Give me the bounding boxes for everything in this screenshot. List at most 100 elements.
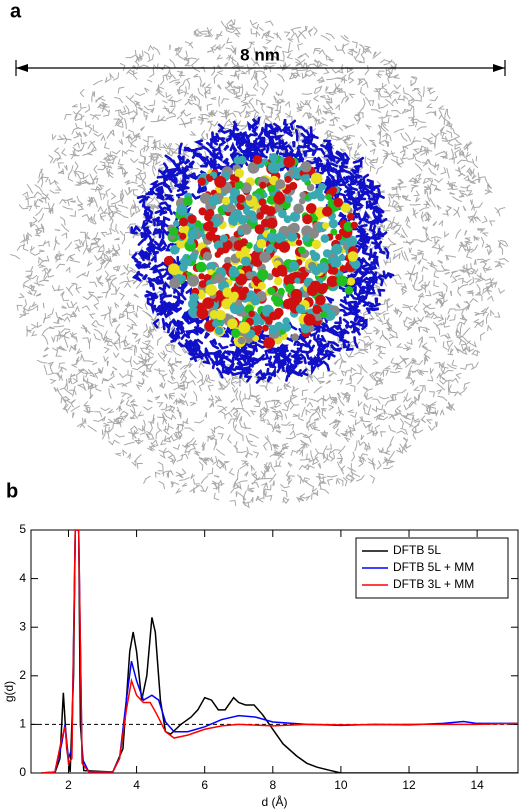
- atom: [254, 224, 265, 235]
- atom: [310, 252, 321, 262]
- atom: [178, 226, 185, 233]
- atom: [247, 161, 260, 174]
- atom: [294, 277, 301, 284]
- atom: [237, 229, 244, 236]
- x-tick-label: 8: [269, 778, 276, 792]
- x-tick-label: 2: [65, 778, 72, 792]
- x-tick-label: 10: [334, 778, 348, 792]
- nanoparticle-image: [10, 19, 509, 509]
- atom: [231, 219, 238, 226]
- atom: [227, 318, 238, 330]
- atom: [308, 228, 319, 239]
- atom: [176, 204, 188, 216]
- atom: [198, 280, 207, 288]
- atom: [176, 238, 187, 249]
- atom: [259, 251, 271, 263]
- atom: [257, 268, 269, 281]
- atom: [285, 195, 293, 204]
- y-tick-label: 1: [19, 717, 26, 731]
- atom: [197, 177, 206, 186]
- atom: [346, 212, 355, 221]
- atom: [208, 195, 220, 206]
- atom: [235, 273, 248, 286]
- atom: [268, 324, 279, 335]
- atom: [206, 220, 214, 229]
- atom: [258, 198, 267, 206]
- atom: [285, 297, 298, 310]
- y-tick-label: 2: [19, 668, 26, 682]
- atom: [295, 239, 303, 246]
- atom: [324, 309, 336, 321]
- legend-label: DFTB 3L + MM: [393, 577, 474, 591]
- atom: [198, 273, 205, 280]
- atom: [261, 218, 270, 228]
- atom: [325, 193, 333, 201]
- atom: [237, 155, 247, 165]
- atom: [273, 296, 284, 307]
- atom: [266, 232, 277, 243]
- atom: [252, 257, 263, 267]
- atom: [207, 269, 214, 276]
- atom: [267, 184, 276, 193]
- atom: [339, 265, 347, 273]
- atom: [347, 251, 359, 262]
- atom: [189, 293, 199, 303]
- atom: [209, 310, 219, 319]
- atom: [300, 323, 311, 334]
- scale-bar: [15, 60, 506, 76]
- atom: [311, 239, 322, 250]
- y-tick-label: 3: [19, 619, 26, 633]
- atom: [289, 260, 299, 271]
- atom: [196, 261, 207, 273]
- x-tick-label: 12: [402, 778, 416, 792]
- atom: [224, 256, 232, 265]
- plot-frame: [30, 529, 519, 774]
- atom: [202, 297, 215, 309]
- atom: [282, 322, 292, 332]
- y-axis-label: g(d): [2, 681, 16, 702]
- atom: [320, 311, 328, 319]
- panel-label: a: [10, 0, 22, 22]
- atom: [205, 284, 217, 296]
- atom: [231, 268, 240, 278]
- atom: [238, 321, 251, 334]
- atom: [322, 249, 332, 258]
- atom: [330, 257, 342, 269]
- x-tick-label: 14: [470, 778, 484, 792]
- atom: [262, 308, 271, 317]
- atom: [204, 213, 212, 222]
- atom: [206, 262, 216, 272]
- atom: [312, 304, 322, 315]
- legend-label: DFTB 5L + MM: [393, 560, 474, 574]
- atom: [256, 212, 264, 220]
- atom: [212, 320, 220, 328]
- atom: [213, 273, 224, 284]
- atom: [274, 276, 283, 286]
- atom: [183, 196, 193, 206]
- atom: [345, 235, 358, 248]
- y-tick-label: 5: [19, 522, 26, 536]
- atom: [249, 213, 259, 223]
- atom: [196, 307, 209, 320]
- atom: [333, 197, 343, 208]
- atom: [322, 222, 330, 230]
- atom: [310, 280, 321, 292]
- atom: [338, 228, 346, 236]
- atom: [262, 324, 269, 332]
- atom: [300, 174, 310, 183]
- atom: [253, 296, 261, 304]
- atom: [198, 207, 207, 216]
- atom: [289, 211, 301, 222]
- atom: [335, 233, 342, 241]
- x-axis-label: d (Å): [261, 794, 287, 809]
- atom: [340, 202, 351, 213]
- atom: [187, 237, 195, 245]
- atom: [299, 191, 307, 199]
- atom: [320, 234, 330, 243]
- atom: [205, 231, 216, 241]
- atom: [214, 175, 227, 188]
- atom: [169, 244, 180, 255]
- atom: [331, 243, 343, 255]
- atom: [330, 228, 338, 236]
- series-line: [41, 530, 518, 773]
